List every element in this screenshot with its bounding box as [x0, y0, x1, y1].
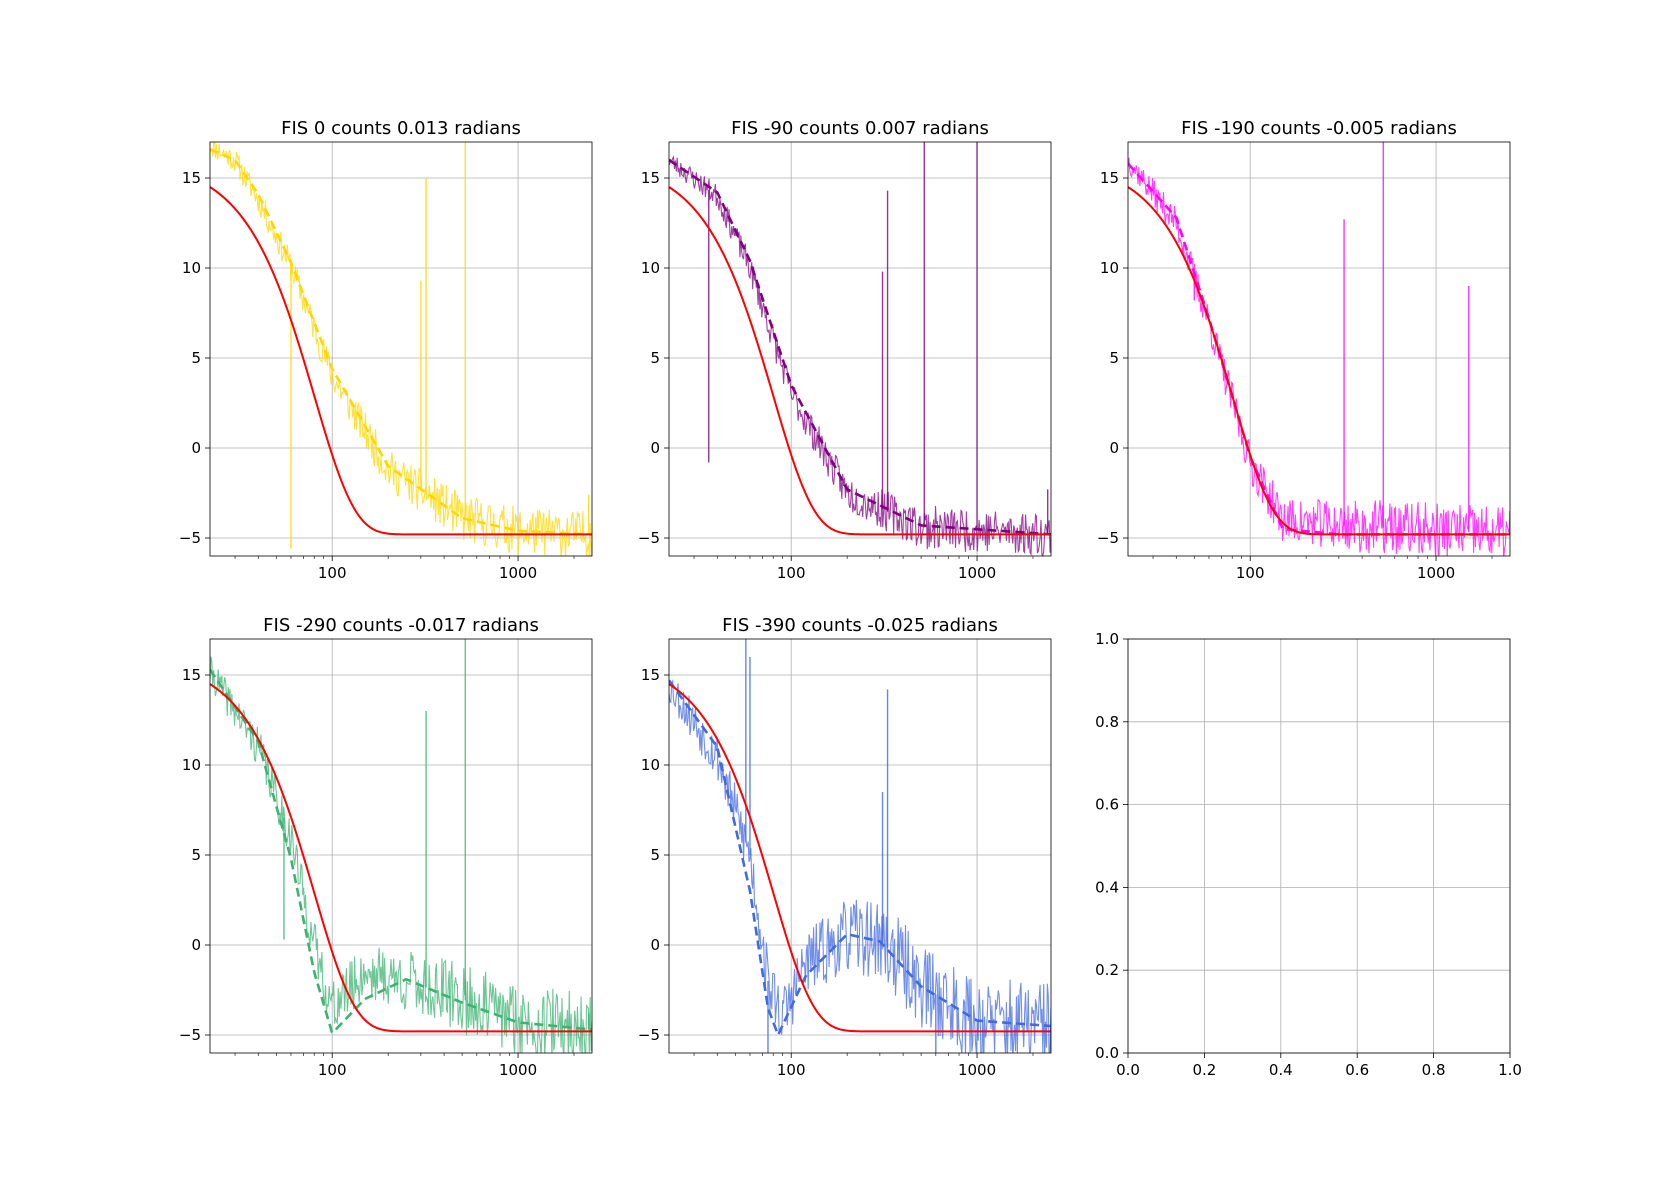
y-tick-label: 10: [182, 756, 201, 774]
axes-frame: [668, 638, 1052, 1054]
model-curve: [669, 186, 1051, 536]
y-tick-label: 15: [641, 169, 660, 187]
x-tick-label: 100: [318, 564, 347, 582]
y-tick-label: −5: [638, 1026, 660, 1044]
y-tick-label: 0: [191, 439, 201, 457]
measured-trace: [669, 679, 1051, 1053]
x-tick-label: 1000: [958, 1061, 996, 1079]
x-tick-label: 100: [777, 564, 806, 582]
x-tick-label: 1.0: [1498, 1061, 1522, 1079]
plot-area: [210, 142, 592, 556]
model-curve: [1128, 186, 1510, 536]
x-tick-label: 100: [1236, 564, 1265, 582]
subplot-title: FIS -190 counts -0.005 radians: [1181, 118, 1457, 139]
plot-area: [669, 639, 1051, 1053]
fitted-curve: [1128, 162, 1510, 536]
x-tick-label: 0.2: [1192, 1061, 1216, 1079]
subplot-title: FIS 0 counts 0.013 radians: [281, 118, 521, 139]
axes-frame: [1127, 638, 1511, 1054]
y-tick-label: 0.8: [1095, 713, 1119, 731]
y-tick-label: 15: [182, 169, 201, 187]
x-tick-label: 1000: [499, 564, 537, 582]
x-tick-label: 100: [777, 1061, 806, 1079]
y-tick-label: 5: [650, 349, 660, 367]
y-tick-label: 5: [650, 846, 660, 864]
subplot-3: 100 1000 −5 0 5 10 15 FIS -190 counts -0.005 ra…: [1097, 118, 1511, 582]
y-tick-label: 10: [641, 756, 660, 774]
y-tick-label: 15: [182, 666, 201, 684]
y-tick-label: 5: [1109, 349, 1119, 367]
axes-frame: [209, 638, 593, 1054]
measured-trace: [669, 155, 1051, 556]
x-tick-label: 0.0: [1116, 1061, 1140, 1079]
axes-frame: [668, 141, 1052, 557]
subplot-title: FIS -90 counts 0.007 radians: [731, 118, 989, 139]
fitted-curve: [210, 148, 592, 536]
subplot-5: 100 1000 −5 0 5 10 15 FIS -390 counts -0.025 ra…: [638, 615, 1052, 1079]
fitted-curve: [210, 668, 592, 1035]
y-tick-label: 0: [650, 439, 660, 457]
subplot-6: 0.0 0.2 0.4 0.6 0.8 1.0 0.0 0.2 0.4 0.6 0.8 1.0: [1095, 630, 1522, 1079]
subplot-title: FIS -290 counts -0.017 radians: [263, 615, 539, 636]
y-tick-label: −5: [638, 529, 660, 547]
plot-area: [210, 639, 592, 1053]
subplot-1: 100 1000 −5 0 5 10 15 FIS 0 counts 0.013 radian…: [179, 118, 593, 582]
y-tick-label: −5: [179, 1026, 201, 1044]
subplot-2: 100 1000 −5 0 5 10 15 FIS -90 counts 0.007 radi…: [638, 118, 1052, 582]
y-tick-label: 0.4: [1095, 878, 1119, 896]
plot-area: [1128, 142, 1510, 556]
x-tick-label: 0.6: [1345, 1061, 1369, 1079]
subplot-title: FIS -390 counts -0.025 radians: [722, 615, 998, 636]
y-tick-label: 15: [641, 666, 660, 684]
y-tick-label: 10: [1100, 259, 1119, 277]
x-tick-label: 1000: [958, 564, 996, 582]
x-tick-label: 1000: [499, 1061, 537, 1079]
y-tick-label: 0: [650, 936, 660, 954]
fitted-curve: [669, 679, 1051, 1039]
x-tick-label: 0.4: [1269, 1061, 1293, 1079]
axes-frame: [1127, 141, 1511, 557]
x-tick-label: 1000: [1417, 564, 1455, 582]
x-tick-label: 100: [318, 1061, 347, 1079]
model-curve: [210, 186, 592, 536]
measured-trace: [210, 142, 592, 556]
measured-trace: [1128, 157, 1510, 556]
y-tick-label: 0.6: [1095, 796, 1119, 814]
subplot-4: 100 1000 −5 0 5 10 15 FIS -290 counts -0.017 ra…: [179, 615, 593, 1079]
plot-area: [669, 142, 1051, 556]
y-tick-label: 0.2: [1095, 961, 1119, 979]
y-tick-label: −5: [1097, 529, 1119, 547]
y-tick-label: 5: [191, 846, 201, 864]
y-tick-label: 10: [641, 259, 660, 277]
y-tick-label: 10: [182, 259, 201, 277]
y-tick-label: 0: [191, 936, 201, 954]
y-tick-label: 15: [1100, 169, 1119, 187]
y-tick-label: 0: [1109, 439, 1119, 457]
y-tick-label: 5: [191, 349, 201, 367]
fitted-curve: [669, 158, 1051, 536]
model-curve: [669, 683, 1051, 1033]
model-curve: [210, 683, 592, 1033]
axes-frame: [209, 141, 593, 557]
y-tick-label: −5: [179, 529, 201, 547]
x-tick-label: 0.8: [1422, 1061, 1446, 1079]
y-tick-label: 1.0: [1095, 630, 1119, 648]
measured-trace: [210, 656, 592, 1053]
y-tick-label: 0.0: [1095, 1044, 1119, 1062]
